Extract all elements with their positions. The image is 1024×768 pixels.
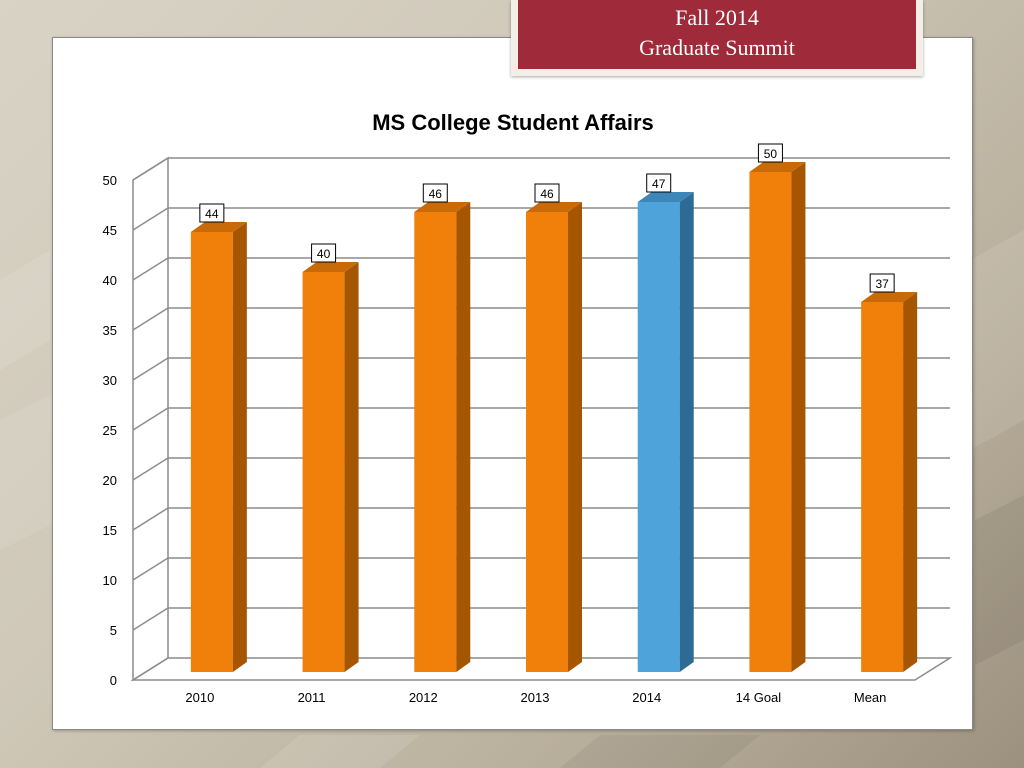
bar-front — [302, 272, 345, 672]
y-tick-label: 45 — [103, 223, 117, 238]
y-tick-label: 15 — [103, 523, 117, 538]
bar-top — [414, 202, 471, 212]
gridline-diagonal — [132, 207, 169, 231]
data-label-box — [869, 273, 895, 293]
data-label: 37 — [875, 277, 889, 291]
gridline-diagonal — [132, 457, 169, 481]
x-tick-label: 14 Goal — [736, 690, 782, 705]
x-tick-label: 2014 — [632, 690, 661, 705]
bar — [526, 202, 582, 672]
bar — [861, 292, 918, 672]
gridline-diagonal — [132, 407, 169, 431]
y-tick-label: 20 — [103, 473, 117, 488]
bar-side — [456, 202, 471, 672]
y-tick-label: 25 — [103, 423, 117, 438]
bar-side — [679, 192, 694, 672]
x-tick-label: Mean — [854, 690, 887, 705]
gridline-diagonal — [132, 307, 169, 331]
bar-top — [526, 202, 582, 212]
bar-front — [637, 202, 680, 672]
bar-side — [903, 292, 918, 672]
bar — [749, 162, 806, 672]
banner-line-2: Graduate Summit — [639, 35, 795, 60]
gridline-diagonal — [132, 257, 169, 281]
bar-chart: 0 5 10 15 20 25 30 35 40 45 50 44 2010 40 2011 46 2012 46… — [103, 110, 953, 705]
bar-front — [414, 212, 457, 672]
data-label-box — [199, 203, 225, 223]
x-tick-label: 2010 — [185, 690, 214, 705]
bar-front — [526, 212, 568, 672]
y-tick-label: 10 — [103, 573, 117, 588]
bar-front — [861, 302, 904, 672]
data-label-box — [311, 243, 337, 263]
bar-side — [344, 262, 359, 672]
y-tick-label: 5 — [110, 623, 117, 638]
x-tick-label: 2013 — [521, 690, 550, 705]
slide-title-banner: Fall 2014 Graduate Summit — [511, 0, 923, 76]
bar — [190, 222, 247, 672]
bar-top — [190, 222, 247, 232]
x-tick-label: 2011 — [298, 690, 326, 705]
data-label: 50 — [764, 147, 778, 161]
data-label-box — [422, 183, 448, 203]
bar-front — [749, 172, 792, 672]
gridline-diagonal — [132, 557, 169, 581]
gridline-diagonal — [132, 507, 169, 531]
bar-side — [232, 222, 247, 672]
y-tick-label: 35 — [103, 323, 117, 338]
data-label-box — [534, 183, 560, 203]
bar-side — [568, 202, 582, 672]
bar-top — [302, 262, 359, 272]
data-label-box — [757, 143, 783, 163]
gridline-diagonal — [132, 157, 169, 181]
chart-floor — [130, 657, 953, 681]
data-label: 44 — [205, 207, 219, 221]
bar-top — [749, 162, 806, 172]
gridline-diagonal — [132, 357, 169, 381]
chart-panel: 0 5 10 15 20 25 30 35 40 45 50 44 2010 40 2011 46 2012 46… — [52, 37, 973, 730]
data-label: 47 — [652, 177, 666, 191]
slide-title-banner-fill: Fall 2014 Graduate Summit — [518, 0, 916, 69]
data-label: 46 — [429, 187, 443, 201]
chart-title: MS College Student Affairs — [372, 110, 654, 135]
data-label: 46 — [540, 187, 554, 201]
bar-front — [190, 232, 233, 672]
bar — [637, 192, 694, 672]
banner-line-1: Fall 2014 — [675, 5, 759, 30]
y-tick-label: 40 — [103, 273, 117, 288]
bar — [414, 202, 471, 672]
x-tick-label: 2012 — [409, 690, 438, 705]
chart-bars — [190, 162, 918, 672]
data-label: 40 — [317, 247, 331, 261]
data-label-box — [646, 173, 672, 193]
y-tick-label: 0 — [110, 673, 117, 688]
chart-labels: 0 5 10 15 20 25 30 35 40 45 50 44 2010 40 2011 46 2012 46… — [103, 143, 895, 705]
bar-side — [791, 162, 806, 672]
bar-top — [637, 192, 694, 202]
y-tick-label: 30 — [103, 373, 117, 388]
bar-top — [861, 292, 918, 302]
y-tick-label: 50 — [103, 173, 117, 188]
gridline-diagonal — [132, 607, 169, 631]
bar — [302, 262, 359, 672]
